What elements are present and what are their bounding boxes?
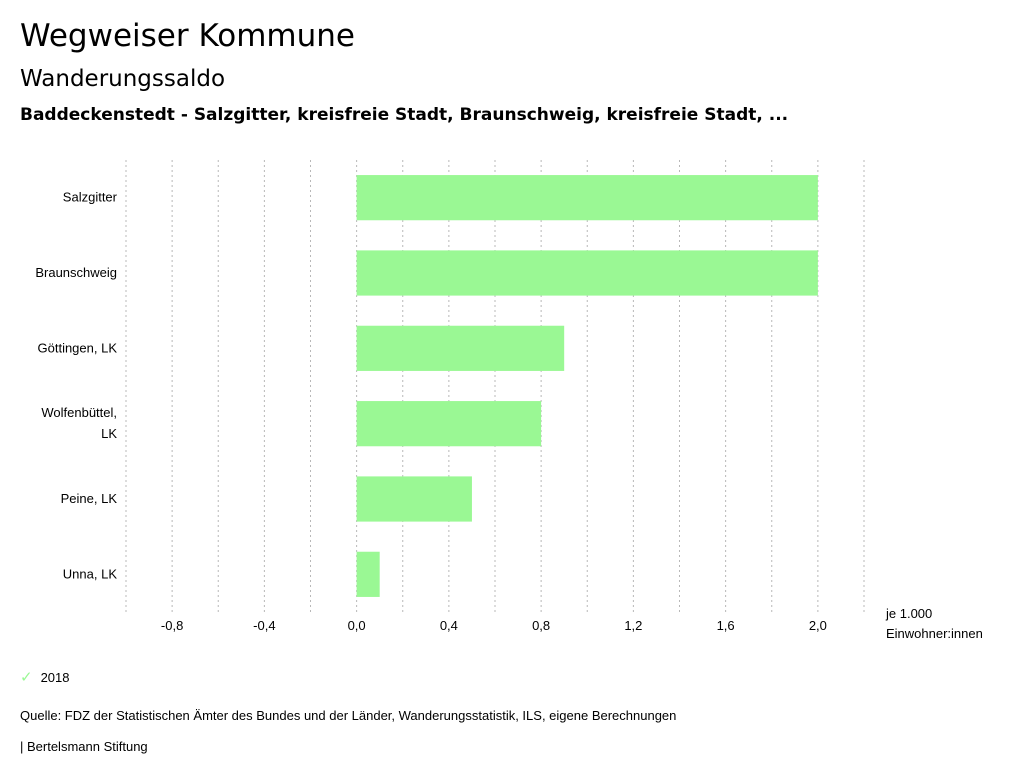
x-tick-label: 0,4 <box>440 618 458 633</box>
x-tick-label: 1,6 <box>717 618 735 633</box>
legend[interactable]: ✓ 2018 <box>20 668 70 686</box>
page-title: Wegweiser Kommune <box>20 18 355 54</box>
y-category-label: Braunschweig <box>35 265 117 280</box>
region-label: Baddeckenstedt - Salzgitter, kreisfreie … <box>20 105 789 125</box>
checkmark-icon[interactable]: ✓ <box>20 669 33 686</box>
bar <box>356 476 472 522</box>
unit-label-line-2: Einwohner:innen <box>886 626 983 641</box>
x-tick-label: -0,4 <box>253 618 275 633</box>
y-category-label: Peine, LK <box>61 491 118 506</box>
bar <box>356 175 818 221</box>
y-category-label: Göttingen, LK <box>38 340 118 355</box>
x-tick-label: 2,0 <box>809 618 827 633</box>
bar <box>356 401 542 447</box>
y-category-label: Salzgitter <box>63 190 118 205</box>
bar <box>356 250 818 296</box>
bar <box>356 551 380 597</box>
brand-label: | Bertelsmann Stiftung <box>20 739 148 754</box>
legend-label: 2018 <box>40 669 70 685</box>
x-tick-label: 0,8 <box>532 618 550 633</box>
bar <box>356 325 565 371</box>
unit-label-line-1: je 1.000 <box>886 606 933 621</box>
chart-subtitle: Wanderungssaldo <box>20 66 226 92</box>
unit-label: je 1.000 Einwohner:innen <box>886 604 983 644</box>
x-tick-label: -0,8 <box>161 618 183 633</box>
y-category-label: Wolfenbüttel, LK <box>41 405 117 441</box>
x-tick-label: 1,2 <box>624 618 642 633</box>
bar-chart: -0,8 -0,4 0,0 0,4 0,8 1,2 1,6 2,0 Salzgitter Brau… <box>35 160 865 633</box>
x-tick-label: 0,0 <box>348 618 366 633</box>
y-category-label: Unna, LK <box>63 566 118 581</box>
source-note: Quelle: FDZ der Statistischen Ämter des … <box>20 708 677 723</box>
